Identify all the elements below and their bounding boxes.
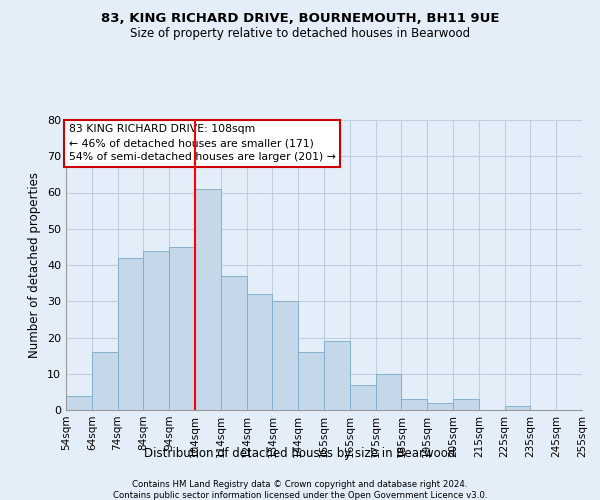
Bar [401,399,427,410]
Text: Distribution of detached houses by size in Bearwood: Distribution of detached houses by size … [145,448,455,460]
Bar [247,294,272,410]
Bar [169,247,195,410]
Bar [118,258,143,410]
Text: 83, KING RICHARD DRIVE, BOURNEMOUTH, BH11 9UE: 83, KING RICHARD DRIVE, BOURNEMOUTH, BH1… [101,12,499,26]
Bar [195,189,221,410]
Y-axis label: Number of detached properties: Number of detached properties [28,172,41,358]
Text: Size of property relative to detached houses in Bearwood: Size of property relative to detached ho… [130,28,470,40]
Text: 83 KING RICHARD DRIVE: 108sqm
← 46% of detached houses are smaller (171)
54% of : 83 KING RICHARD DRIVE: 108sqm ← 46% of d… [68,124,335,162]
Bar [272,301,298,410]
Bar [66,396,92,410]
Bar [505,406,530,410]
Bar [350,384,376,410]
Text: Contains HM Land Registry data © Crown copyright and database right 2024.: Contains HM Land Registry data © Crown c… [132,480,468,489]
Bar [298,352,324,410]
Bar [376,374,401,410]
Bar [453,399,479,410]
Bar [143,250,169,410]
Text: Contains public sector information licensed under the Open Government Licence v3: Contains public sector information licen… [113,491,487,500]
Bar [427,403,453,410]
Bar [92,352,118,410]
Bar [324,341,350,410]
Bar [221,276,247,410]
